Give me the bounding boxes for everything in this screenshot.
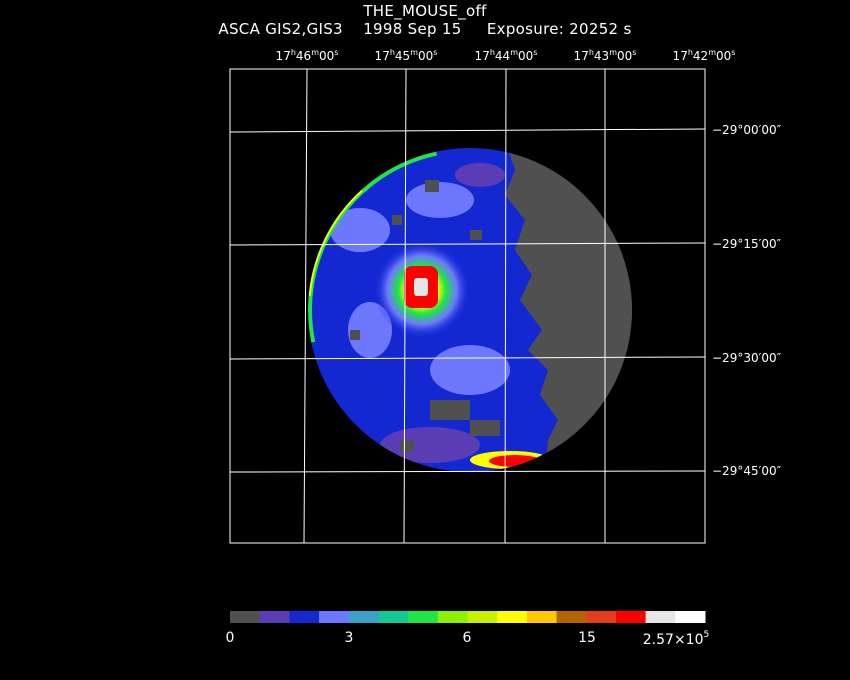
dec-tick-label: −29°00′00″ xyxy=(712,123,782,137)
exposure-label: Exposure: 20252 s xyxy=(486,20,632,38)
dec-tick-label: −29°30′00″ xyxy=(712,351,782,365)
instrument-label: ASCA GIS2,GIS3 xyxy=(218,20,343,38)
colorbar xyxy=(230,611,706,623)
colorbar-swatch xyxy=(645,611,676,623)
colorbar-swatch xyxy=(259,611,290,623)
colorbar-label: 3 xyxy=(344,630,354,646)
colorbar-label: 15 xyxy=(578,630,596,646)
colorbar-label: 0 xyxy=(225,630,235,646)
ra-tick-label: 17h44m00s xyxy=(474,48,538,63)
colorbar-swatch xyxy=(675,611,706,623)
colorbar-label: 6 xyxy=(462,630,472,646)
coordinate-grid xyxy=(229,68,706,544)
ra-tick-label: 17h42m00s xyxy=(672,48,736,63)
colorbar-swatch xyxy=(497,611,528,623)
image-title: THE_MOUSE_off xyxy=(363,2,487,20)
colorbar-swatch xyxy=(289,611,320,623)
colorbar-swatch xyxy=(437,611,468,623)
observation-info: ASCA GIS2,GIS3 1998 Sep 15 Exposure: 202… xyxy=(0,20,850,38)
colorbar-label-max: 2.57×105 xyxy=(642,630,710,648)
colorbar-swatch xyxy=(378,611,409,623)
colorbar-swatch xyxy=(556,611,587,623)
colorbar-swatch xyxy=(230,611,261,623)
colorbar-swatch xyxy=(526,611,558,623)
colorbar-swatch xyxy=(319,611,350,623)
ra-tick-label: 17h43m00s xyxy=(573,48,637,63)
dec-tick-label: −29°45′00″ xyxy=(712,464,782,478)
dec-tick-label: −29°15′00″ xyxy=(712,237,782,251)
colorbar-swatch xyxy=(586,611,617,623)
date-label: 1998 Sep 15 xyxy=(363,20,462,38)
xray-image xyxy=(308,148,632,472)
colorbar-swatch xyxy=(467,611,498,623)
ra-tick-label: 17h45m00s xyxy=(374,48,438,63)
ra-tick-label: 17h46m00s xyxy=(275,48,339,63)
colorbar-swatch xyxy=(408,611,439,623)
colorbar-swatch xyxy=(348,611,379,623)
colorbar-swatch xyxy=(615,611,647,623)
